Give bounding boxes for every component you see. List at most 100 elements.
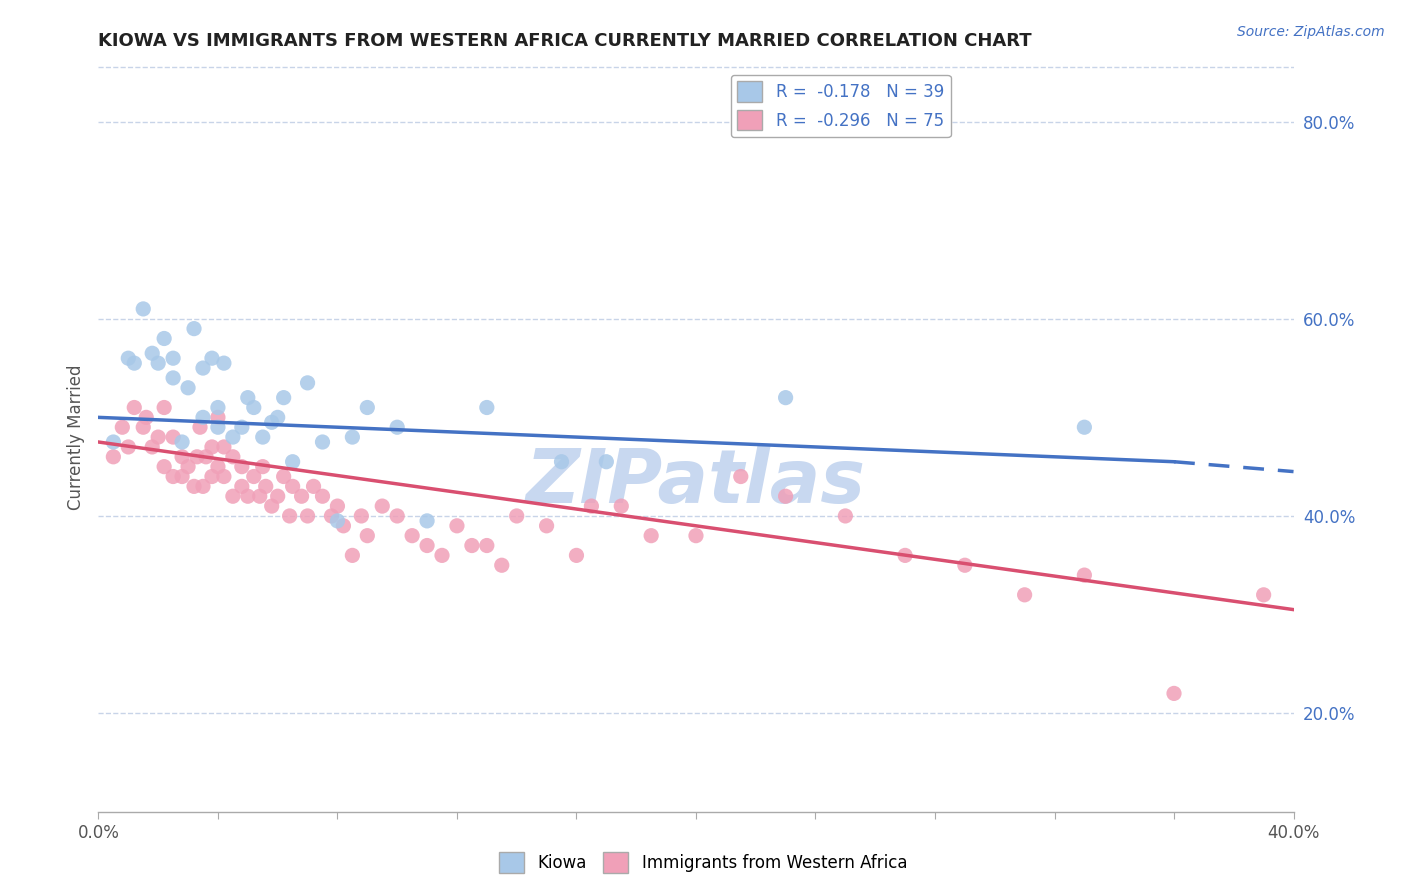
Point bbox=[201, 351, 224, 366]
Point bbox=[401, 529, 423, 543]
Point bbox=[475, 539, 498, 553]
Point bbox=[610, 499, 633, 513]
Point bbox=[297, 376, 319, 390]
Point bbox=[550, 455, 572, 469]
Point bbox=[201, 469, 224, 483]
Point bbox=[222, 489, 245, 503]
Point bbox=[186, 450, 208, 464]
Point bbox=[297, 508, 319, 523]
Point bbox=[117, 351, 139, 366]
Point bbox=[326, 499, 349, 513]
Text: Source: ZipAtlas.com: Source: ZipAtlas.com bbox=[1237, 25, 1385, 39]
Point bbox=[222, 450, 245, 464]
Point bbox=[132, 420, 155, 434]
Point bbox=[177, 381, 200, 395]
Point bbox=[201, 440, 224, 454]
Point bbox=[894, 549, 917, 563]
Point bbox=[416, 514, 439, 528]
Point bbox=[103, 450, 125, 464]
Point bbox=[267, 489, 290, 503]
Point bbox=[249, 489, 271, 503]
Point bbox=[254, 479, 277, 493]
Point bbox=[461, 539, 484, 553]
Point bbox=[273, 391, 295, 405]
Point bbox=[834, 508, 856, 523]
Text: KIOWA VS IMMIGRANTS FROM WESTERN AFRICA CURRENTLY MARRIED CORRELATION CHART: KIOWA VS IMMIGRANTS FROM WESTERN AFRICA … bbox=[98, 32, 1032, 50]
Point bbox=[475, 401, 498, 415]
Point bbox=[273, 469, 295, 483]
Point bbox=[191, 410, 214, 425]
Point bbox=[148, 430, 170, 444]
Point bbox=[260, 415, 283, 429]
Point bbox=[278, 508, 301, 523]
Point bbox=[356, 529, 378, 543]
Point bbox=[565, 549, 588, 563]
Point bbox=[581, 499, 603, 513]
Point bbox=[595, 455, 617, 469]
Point bbox=[124, 401, 146, 415]
Point bbox=[685, 529, 707, 543]
Point bbox=[117, 440, 139, 454]
Point bbox=[132, 301, 155, 316]
Point bbox=[311, 435, 333, 450]
Point bbox=[141, 440, 163, 454]
Point bbox=[236, 391, 259, 405]
Point bbox=[385, 420, 409, 434]
Point bbox=[162, 469, 184, 483]
Point bbox=[342, 549, 364, 563]
Point bbox=[183, 479, 205, 493]
Point bbox=[243, 401, 266, 415]
Point bbox=[207, 410, 229, 425]
Point bbox=[195, 450, 218, 464]
Point bbox=[1253, 588, 1275, 602]
Point bbox=[267, 410, 290, 425]
Point bbox=[183, 321, 205, 335]
Point bbox=[141, 346, 163, 360]
Point bbox=[207, 401, 229, 415]
Point bbox=[356, 401, 378, 415]
Point bbox=[162, 430, 184, 444]
Point bbox=[332, 518, 354, 533]
Point bbox=[536, 518, 558, 533]
Point bbox=[162, 371, 184, 385]
Point bbox=[103, 435, 125, 450]
Point bbox=[231, 420, 253, 434]
Point bbox=[446, 518, 468, 533]
Point bbox=[148, 356, 170, 370]
Point bbox=[212, 469, 235, 483]
Point bbox=[212, 440, 235, 454]
Point bbox=[506, 508, 529, 523]
Point bbox=[153, 459, 176, 474]
Point bbox=[281, 479, 304, 493]
Point bbox=[207, 420, 229, 434]
Point bbox=[231, 479, 253, 493]
Point bbox=[1163, 686, 1185, 700]
Point bbox=[1014, 588, 1036, 602]
Point bbox=[260, 499, 283, 513]
Point bbox=[135, 410, 157, 425]
Point bbox=[212, 356, 235, 370]
Point bbox=[153, 401, 176, 415]
Text: ZIPatlas: ZIPatlas bbox=[526, 445, 866, 518]
Point bbox=[953, 558, 976, 573]
Point bbox=[231, 459, 253, 474]
Point bbox=[775, 391, 797, 405]
Point bbox=[162, 351, 184, 366]
Point bbox=[342, 430, 364, 444]
Point bbox=[172, 469, 194, 483]
Point bbox=[302, 479, 325, 493]
Point bbox=[236, 489, 259, 503]
Point bbox=[177, 459, 200, 474]
Point bbox=[172, 435, 194, 450]
Point bbox=[1073, 420, 1095, 434]
Point bbox=[775, 489, 797, 503]
Legend: R =  -0.178   N = 39, R =  -0.296   N = 75: R = -0.178 N = 39, R = -0.296 N = 75 bbox=[731, 75, 950, 136]
Point bbox=[1073, 568, 1095, 582]
Point bbox=[416, 539, 439, 553]
Point bbox=[291, 489, 314, 503]
Point bbox=[491, 558, 513, 573]
Point bbox=[191, 361, 214, 376]
Point bbox=[243, 469, 266, 483]
Point bbox=[730, 469, 752, 483]
Point bbox=[326, 514, 349, 528]
